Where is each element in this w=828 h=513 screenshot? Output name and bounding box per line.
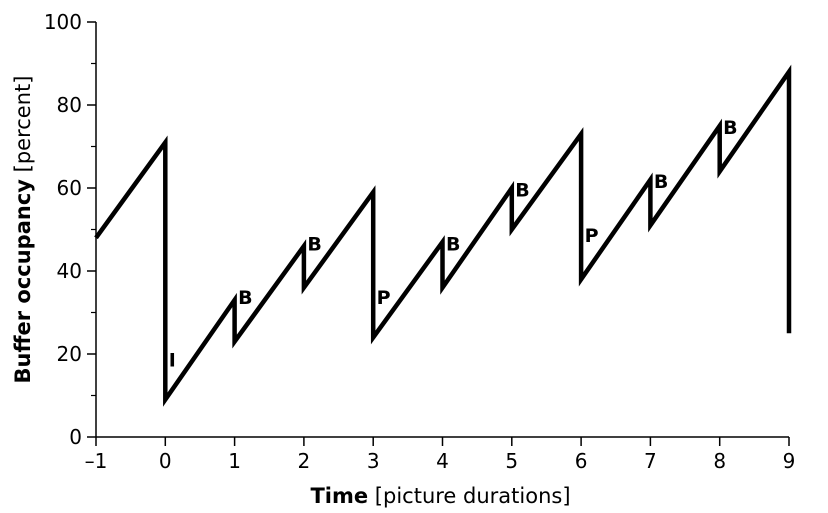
x-tick-label: 7	[644, 449, 657, 473]
x-tick-label: 4	[436, 449, 449, 473]
y-tick-label: 40	[57, 259, 82, 283]
x-tick-label: 5	[505, 449, 518, 473]
picture-type-label: B	[446, 233, 460, 255]
y-tick-label: 60	[57, 176, 82, 200]
y-tick-label: 0	[69, 425, 82, 449]
x-tick-label: 6	[575, 449, 588, 473]
x-tick-label: 2	[298, 449, 311, 473]
buffer-occupancy-line	[94, 64, 792, 407]
picture-type-label: B	[238, 287, 252, 309]
x-tick-label: 3	[367, 449, 380, 473]
y-tick-label: 80	[57, 93, 82, 117]
picture-type-label: B	[307, 233, 321, 255]
y-axis-title: Buffer occupancy [percent]	[11, 76, 35, 384]
x-axis-title-bold: Time	[310, 484, 368, 508]
x-tick-label: 1	[228, 449, 241, 473]
x-axis-title: Time [picture durations]	[310, 484, 570, 508]
x-tick-label: 9	[783, 449, 796, 473]
picture-type-label: B	[654, 171, 668, 193]
annotations: I B B P B B P B B	[169, 117, 738, 371]
x-axis-title-rest: [picture durations]	[368, 484, 570, 508]
picture-type-label: B	[515, 179, 529, 201]
y-tick-label: 20	[57, 342, 82, 366]
axes	[95, 22, 789, 438]
picture-type-label: P	[585, 225, 599, 247]
y-axis-title-bold: Buffer occupancy	[11, 179, 35, 384]
x-tick-label: 8	[713, 449, 726, 473]
x-tick-label: 0	[159, 449, 172, 473]
y-axis-title-rest: [percent]	[11, 76, 35, 180]
series	[94, 64, 792, 407]
picture-type-label: B	[723, 117, 737, 139]
picture-type-label: I	[169, 349, 176, 371]
y-tick-label: 100	[44, 10, 82, 34]
picture-type-label: P	[377, 287, 391, 309]
x-tick-label: –1	[85, 449, 108, 473]
